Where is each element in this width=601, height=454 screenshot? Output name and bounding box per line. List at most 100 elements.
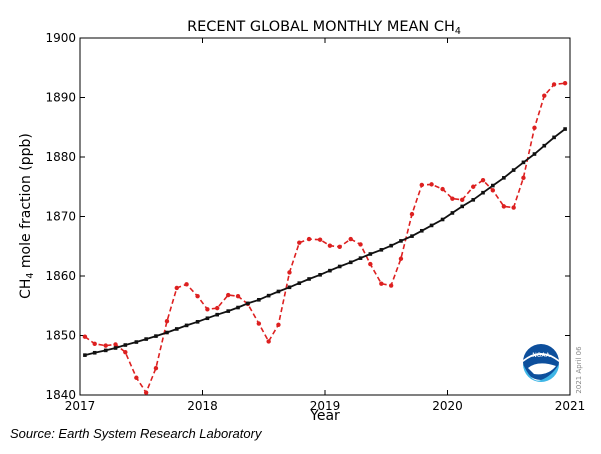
trend-point <box>215 312 219 317</box>
monthly-mean-point <box>501 204 507 209</box>
trend-point <box>348 260 353 265</box>
trend-point <box>83 353 87 357</box>
y-tick-label: 1900 <box>45 31 76 45</box>
trend-point <box>226 309 231 313</box>
trend-point <box>103 348 108 353</box>
monthly-mean-point <box>409 211 415 217</box>
monthly-mean-point <box>287 270 292 275</box>
trend-point <box>563 127 567 131</box>
monthly-mean-point <box>450 196 455 201</box>
trend-point <box>389 243 393 248</box>
monthly-mean-point <box>306 236 312 242</box>
trend-point <box>419 228 424 233</box>
trend-point <box>460 204 464 209</box>
monthly-mean-point <box>460 197 465 203</box>
monthly-mean-point <box>174 285 179 291</box>
trend-point <box>287 285 292 290</box>
y-axis-label: CH4 mole fraction (ppb) <box>18 133 36 299</box>
trend-point <box>123 343 128 347</box>
trend-point <box>399 239 403 243</box>
x-tick-label: 2019 <box>310 399 341 413</box>
monthly-mean-line <box>84 82 566 395</box>
monthly-mean-point <box>379 281 384 286</box>
trend-point <box>113 346 118 350</box>
monthly-mean-point <box>327 243 333 248</box>
trend-point <box>307 277 311 281</box>
chart-title: RECENT GLOBAL MONTHLY MEAN CH4 <box>187 19 461 37</box>
trend-point <box>542 143 547 148</box>
monthly-mean-point <box>471 184 476 189</box>
trend-point <box>246 301 250 306</box>
monthly-mean-point <box>276 322 281 327</box>
trend-point <box>368 252 373 256</box>
y-tick-label: 1840 <box>45 388 76 402</box>
monthly-mean-point <box>226 292 231 298</box>
monthly-mean-point <box>256 321 262 326</box>
trend-point <box>318 273 322 277</box>
x-tick-label: 2018 <box>187 399 218 413</box>
trend-point <box>276 289 281 294</box>
trend-point <box>205 316 210 321</box>
trend-point <box>195 320 200 324</box>
series-layer <box>82 81 568 395</box>
monthly-mean-point <box>521 175 526 181</box>
monthly-mean-point <box>348 236 353 242</box>
svg-text:NOAA: NOAA <box>532 352 550 359</box>
trend-point <box>450 211 455 215</box>
monthly-mean-point <box>123 349 128 355</box>
source-caption: Source: Earth System Research Laboratory <box>10 426 262 441</box>
trend-point <box>328 268 332 273</box>
trend-point <box>266 293 271 298</box>
x-axis: 2017 2018 2019 2020 2021 <box>65 38 586 413</box>
trend-point <box>257 298 261 302</box>
trend-point <box>481 190 485 195</box>
monthly-mean-point <box>317 237 323 242</box>
trend-point <box>174 327 179 331</box>
monthly-mean-point <box>143 390 149 395</box>
monthly-mean-point <box>532 125 537 131</box>
monthly-mean-point <box>551 82 557 87</box>
trend-point <box>511 168 516 172</box>
trend-point <box>379 248 384 252</box>
monthly-mean-point <box>205 307 210 312</box>
x-tick-label: 2021 <box>555 399 586 413</box>
monthly-mean-point <box>337 244 342 250</box>
trend-point <box>358 256 363 260</box>
monthly-mean-point <box>215 305 220 311</box>
trend-point <box>471 198 476 202</box>
monthly-mean-point <box>511 205 516 210</box>
trend-point <box>440 217 445 222</box>
monthly-mean-point <box>195 294 200 299</box>
monthly-mean-point <box>235 294 241 299</box>
trend-point <box>236 305 240 310</box>
monthly-mean-point <box>419 182 424 188</box>
y-tick-label: 1860 <box>45 269 76 283</box>
monthly-mean-point <box>92 341 97 347</box>
monthly-mean-point <box>164 319 170 324</box>
trend-point <box>297 281 302 285</box>
trend-point <box>337 264 342 269</box>
monthly-mean-point <box>184 282 189 287</box>
trend-point <box>532 152 537 156</box>
date-annotation: 2021 April 06 <box>575 346 583 394</box>
monthly-mean-point <box>134 375 139 380</box>
ch4-chart: RECENT GLOBAL MONTHLY MEAN CH4 1840 1850 1… <box>18 19 586 420</box>
x-tick-label: 2017 <box>65 399 96 413</box>
y-tick-label: 1850 <box>45 329 76 343</box>
y-tick-label: 1870 <box>45 210 76 224</box>
trend-point <box>491 183 495 188</box>
monthly-mean-point <box>398 256 404 261</box>
trend-point <box>429 223 434 228</box>
monthly-mean-point <box>490 188 496 193</box>
y-tick-label: 1890 <box>45 91 76 105</box>
trend-point <box>92 350 97 355</box>
trend-point <box>154 334 158 338</box>
monthly-mean-point <box>480 178 486 183</box>
trend-point <box>134 340 139 344</box>
monthly-mean-point <box>429 182 434 187</box>
monthly-mean-point <box>82 334 88 339</box>
trend-point <box>410 234 414 238</box>
y-axis: 1840 1850 1860 1870 1880 1890 1900 <box>45 31 570 402</box>
monthly-mean-point <box>266 339 271 344</box>
trend-point <box>502 176 506 180</box>
